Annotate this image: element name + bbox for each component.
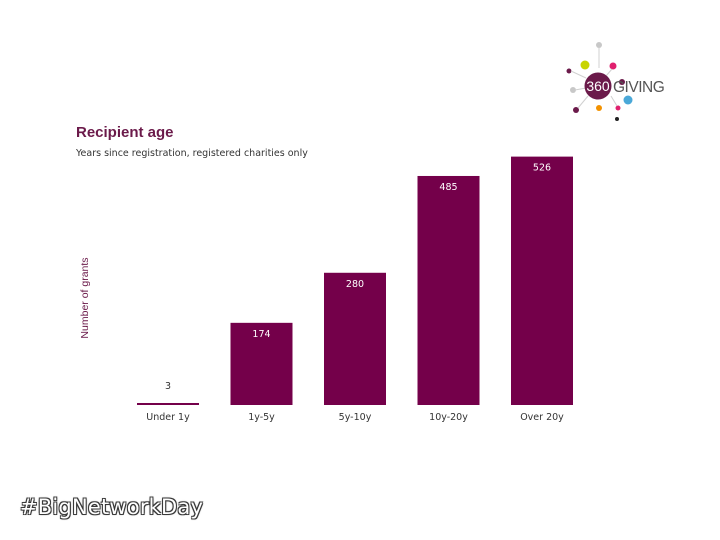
category-labels-group: Under 1y 1y-5y 5y-10y 10y-20y Over 20y [146,412,564,423]
bar-1y-5y [230,322,293,405]
bar-5y-10y [324,272,386,405]
chart-subtitle: Years since registration, registered cha… [76,148,308,159]
category-label: 1y-5y [248,412,275,423]
360giving-logo: 360 GIVING [566,42,665,121]
footer-hashtag: #BigNetworkDay [20,495,204,519]
category-label: 5y-10y [339,412,372,423]
data-label: 526 [533,163,551,174]
bars-group [137,156,573,405]
y-axis-label: Number of grants [79,257,91,338]
logo-word: GIVING [613,79,664,96]
data-label: 280 [346,279,364,290]
chart-title: Recipient age [76,124,174,141]
data-label: 174 [252,329,270,340]
data-label: 3 [165,381,171,392]
logo-circle [584,72,612,100]
bar-10y-20y [417,175,480,405]
category-label: Under 1y [146,412,190,423]
logo-number: 360 [586,78,610,94]
data-labels-group: 3 174 280 485 526 [165,163,551,392]
bar-over-20y [511,156,573,405]
category-label: 10y-20y [429,412,468,423]
category-label: Over 20y [520,412,564,423]
bar-under-1y [137,403,199,405]
data-label: 485 [439,182,457,193]
